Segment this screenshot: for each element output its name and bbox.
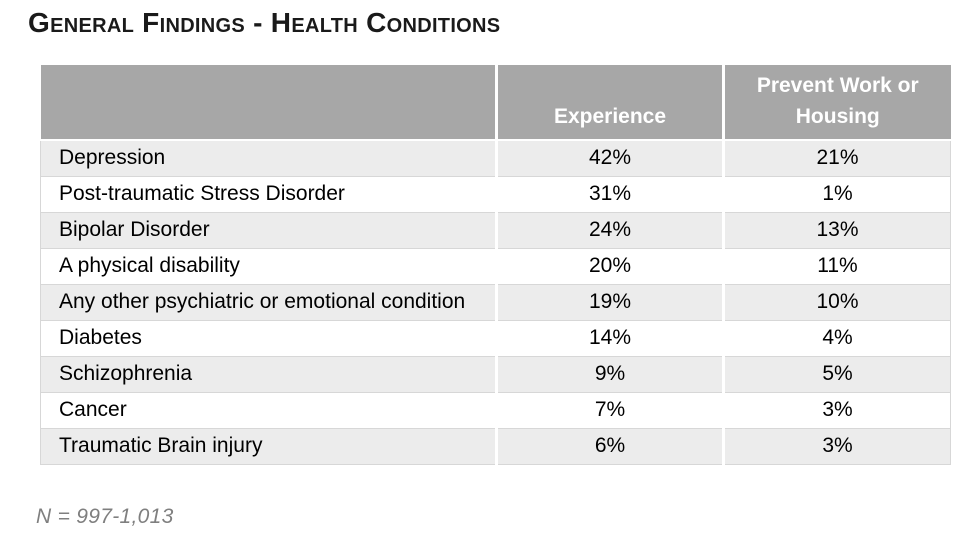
experience-cell: 20%: [496, 248, 725, 285]
condition-cell: Cancer: [40, 392, 498, 429]
condition-cell: Post-traumatic Stress Disorder: [40, 176, 498, 213]
column-header-experience: Experience: [496, 65, 725, 141]
condition-cell: Diabetes: [40, 320, 498, 357]
table-header: Experience Prevent Work or Housing: [40, 65, 951, 141]
experience-cell: 31%: [496, 176, 725, 213]
table-body: Depression 42% 21% Post-traumatic Stress Di…: [40, 140, 951, 465]
experience-cell: 14%: [496, 320, 725, 357]
condition-cell: Bipolar Disorder: [40, 212, 498, 249]
table-row: Post-traumatic Stress Disorder 31% 1%: [40, 176, 951, 213]
condition-cell: Any other psychiatric or emotional condi…: [40, 284, 498, 321]
table-row: Diabetes 14% 4%: [40, 320, 951, 357]
experience-cell: 9%: [496, 356, 725, 393]
prevent-cell: 10%: [723, 284, 951, 321]
health-conditions-table: Experience Prevent Work or Housing Depre…: [40, 65, 951, 465]
prevent-cell: 11%: [723, 248, 951, 285]
prevent-cell: 3%: [723, 428, 951, 465]
prevent-cell: 4%: [723, 320, 951, 357]
condition-cell: Depression: [40, 140, 498, 177]
experience-cell: 19%: [496, 284, 725, 321]
table-row: Traumatic Brain injury 6% 3%: [40, 428, 951, 465]
experience-cell: 24%: [496, 212, 725, 249]
table-row: Depression 42% 21%: [40, 140, 951, 177]
table-header-row: Experience Prevent Work or Housing: [40, 65, 951, 141]
table-row: A physical disability 20% 11%: [40, 248, 951, 285]
condition-cell: Traumatic Brain injury: [40, 428, 498, 465]
prevent-cell: 1%: [723, 176, 951, 213]
column-header-condition: [40, 65, 498, 141]
column-header-prevent-work-or-housing: Prevent Work or Housing: [723, 65, 951, 141]
prevent-cell: 13%: [723, 212, 951, 249]
table-row: Cancer 7% 3%: [40, 392, 951, 429]
experience-cell: 6%: [496, 428, 725, 465]
table-row: Schizophrenia 9% 5%: [40, 356, 951, 393]
prevent-cell: 21%: [723, 140, 951, 177]
page-title: General Findings - Health Conditions: [28, 7, 501, 38]
experience-cell: 42%: [496, 140, 725, 177]
prevent-cell: 3%: [723, 392, 951, 429]
table-row: Bipolar Disorder 24% 13%: [40, 212, 951, 249]
sample-size-footnote: N = 997-1,013: [36, 505, 174, 528]
condition-cell: A physical disability: [40, 248, 498, 285]
experience-cell: 7%: [496, 392, 725, 429]
table-row: Any other psychiatric or emotional condi…: [40, 284, 951, 321]
prevent-cell: 5%: [723, 356, 951, 393]
condition-cell: Schizophrenia: [40, 356, 498, 393]
